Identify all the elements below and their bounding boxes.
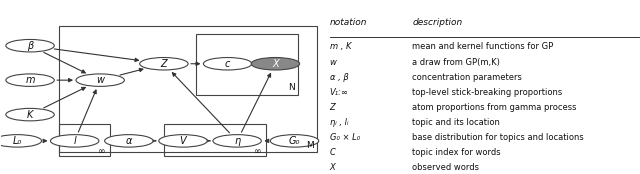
Text: M: M	[306, 141, 314, 150]
Bar	[59, 26, 317, 152]
Text: atom proportions from gamma process: atom proportions from gamma process	[412, 103, 577, 112]
Text: m: m	[26, 75, 35, 85]
Circle shape	[76, 74, 124, 86]
Text: X: X	[272, 59, 278, 69]
Circle shape	[140, 58, 188, 70]
Text: Z: Z	[330, 103, 335, 112]
Text: Z: Z	[161, 59, 167, 69]
Text: α: α	[125, 136, 132, 146]
Text: topic index for words: topic index for words	[412, 148, 501, 157]
Text: base distribution for topics and locations: base distribution for topics and locatio…	[412, 133, 584, 142]
Circle shape	[204, 58, 252, 70]
Text: concentration parameters: concentration parameters	[412, 73, 522, 82]
Bar	[196, 34, 298, 95]
Text: observed words: observed words	[412, 163, 479, 172]
Circle shape	[6, 74, 54, 86]
Circle shape	[0, 135, 42, 147]
Text: K: K	[27, 110, 33, 120]
Circle shape	[251, 58, 300, 70]
Text: description: description	[412, 18, 463, 27]
Circle shape	[51, 135, 99, 147]
Text: m , K: m , K	[330, 42, 351, 51]
Circle shape	[6, 108, 54, 121]
Text: a draw from GP(m,K): a draw from GP(m,K)	[412, 58, 500, 66]
Circle shape	[159, 135, 207, 147]
Bar	[164, 124, 266, 156]
Text: V: V	[180, 136, 186, 146]
Text: G₀: G₀	[289, 136, 300, 146]
Text: V₁:∞: V₁:∞	[330, 88, 349, 97]
Text: α , β: α , β	[330, 73, 348, 82]
Text: topic and its location: topic and its location	[412, 118, 500, 127]
Text: L₀: L₀	[13, 136, 22, 146]
Circle shape	[270, 135, 319, 147]
Text: mean and kernel functions for GP: mean and kernel functions for GP	[412, 42, 554, 51]
Text: notation: notation	[330, 18, 367, 27]
Text: C: C	[330, 148, 335, 157]
Text: w: w	[330, 58, 337, 66]
Text: top-level stick-breaking proportions: top-level stick-breaking proportions	[412, 88, 563, 97]
Text: w: w	[96, 75, 104, 85]
Text: ∞: ∞	[254, 147, 261, 156]
Text: G₀ × L₀: G₀ × L₀	[330, 133, 360, 142]
Text: ∞: ∞	[98, 147, 105, 156]
Circle shape	[6, 39, 54, 52]
Text: ηᵢ , lᵢ: ηᵢ , lᵢ	[330, 118, 348, 127]
Text: N: N	[288, 84, 294, 92]
Text: η: η	[234, 136, 240, 146]
Bar	[59, 124, 109, 156]
Text: β: β	[27, 41, 33, 51]
Text: c: c	[225, 59, 230, 69]
Text: l: l	[74, 136, 76, 146]
Circle shape	[104, 135, 153, 147]
Circle shape	[213, 135, 261, 147]
Text: X: X	[330, 163, 335, 172]
